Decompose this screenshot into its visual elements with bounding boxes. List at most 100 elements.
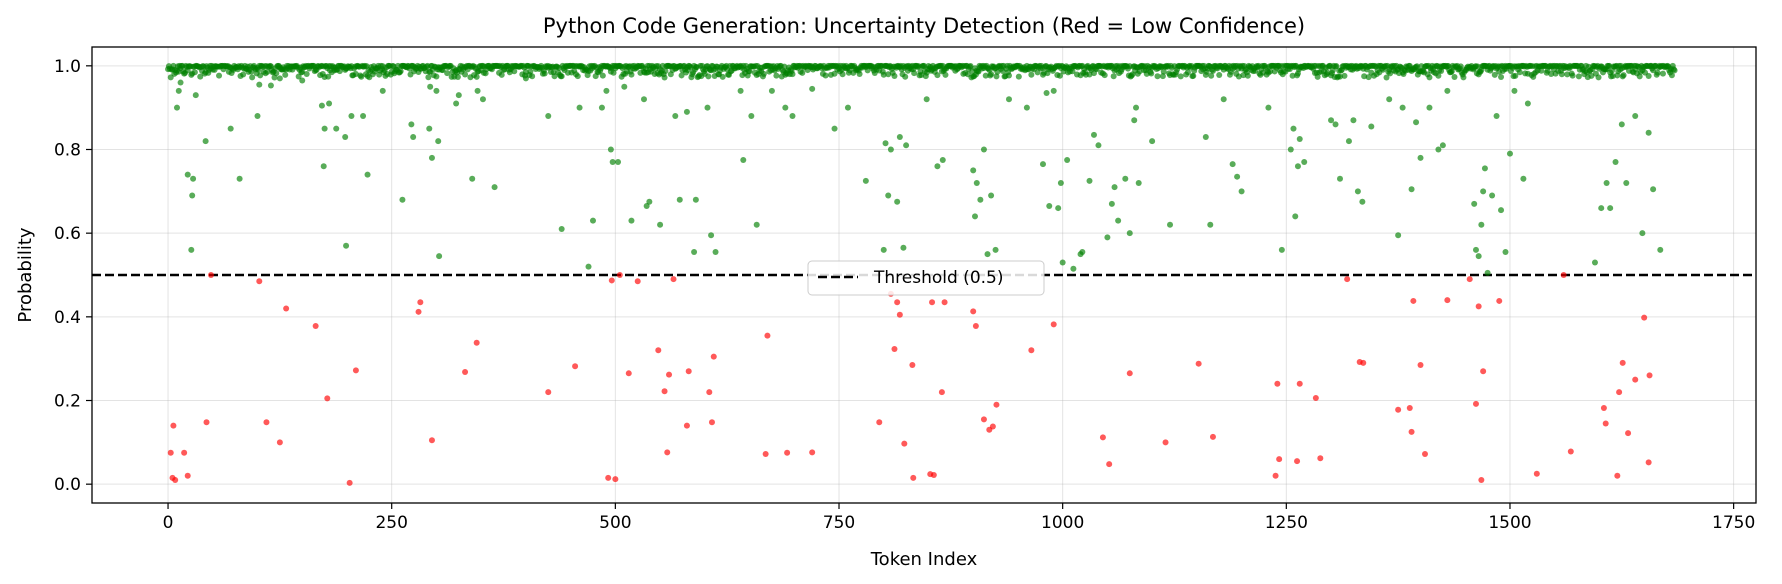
point-high-confidence [1399,104,1406,111]
point-high-confidence [911,70,918,77]
point-low-confidence [1567,448,1574,455]
point-high-confidence [988,71,995,78]
point-low-confidence [1614,472,1621,479]
point-high-confidence [1059,259,1066,266]
point-low-confidence [1410,297,1417,304]
point-high-confidence [474,87,481,94]
point-low-confidence [1602,420,1609,427]
point-high-confidence [831,70,838,77]
point-high-confidence [992,246,999,253]
point-high-confidence [1055,205,1062,212]
point-high-confidence [1575,73,1582,80]
point-low-confidence [909,361,916,368]
point-high-confidence [455,92,462,99]
point-high-confidence [753,221,760,228]
x-tick-label: 0 [163,513,174,533]
point-high-confidence [491,184,498,191]
x-tick-label: 1250 [1265,513,1308,533]
point-high-confidence [1645,129,1652,136]
point-high-confidence [1005,96,1012,103]
point-high-confidence [267,82,274,89]
point-high-confidence [1657,246,1664,253]
point-high-confidence [1296,136,1303,143]
point-low-confidence [1417,361,1424,368]
point-high-confidence [1133,104,1140,111]
point-high-confidence [1350,117,1357,124]
point-low-confidence [616,272,623,278]
point-high-confidence [1015,73,1022,80]
point-high-confidence [1603,179,1610,186]
point-low-confidence [661,388,668,395]
point-low-confidence [1632,376,1639,383]
point-high-confidence [1413,119,1420,126]
point-low-confidence [1645,459,1652,466]
point-high-confidence [856,70,863,77]
point-high-confidence [1359,198,1366,205]
point-low-confidence [666,371,673,378]
point-high-confidence [175,87,182,94]
point-high-confidence [574,73,581,80]
point-high-confidence [799,69,806,76]
point-high-confidence [1207,221,1214,228]
y-tick-label: 0.0 [54,475,81,495]
point-high-confidence [628,71,635,78]
point-low-confidence [1560,272,1567,278]
point-low-confidence [346,479,353,486]
point-high-confidence [984,251,991,258]
point-high-confidence [1395,232,1402,239]
point-high-confidence [397,68,404,75]
point-high-confidence [1126,230,1133,237]
point-high-confidence [1149,138,1156,145]
point-low-confidence [706,389,713,396]
point-high-confidence [433,73,440,80]
point-high-confidence [364,171,371,178]
x-tick-label: 1500 [1488,513,1531,533]
y-tick-label: 0.4 [54,308,81,328]
point-high-confidence [1070,265,1077,272]
point-high-confidence [1668,72,1675,79]
point-high-confidence [1333,63,1340,70]
point-low-confidence [1050,321,1057,328]
point-high-confidence [320,163,327,170]
point-low-confidence [428,437,435,444]
point-high-confidence [1050,87,1057,94]
point-high-confidence [646,198,653,205]
point-high-confidence [473,73,480,80]
point-high-confidence [1177,73,1184,80]
point-high-confidence [189,192,196,199]
point-high-confidence [1290,125,1297,132]
point-high-confidence [885,192,892,199]
point-high-confidence [589,217,596,224]
point-high-confidence [541,70,548,77]
point-high-confidence [202,138,209,145]
point-low-confidence [1312,394,1319,401]
point-low-confidence [1619,359,1626,366]
point-high-confidence [256,81,263,88]
point-high-confidence [661,74,668,81]
point-high-confidence [719,73,726,80]
point-low-confidence [572,363,579,370]
point-high-confidence [993,73,1000,80]
point-high-confidence [1064,156,1071,163]
point-low-confidence [1209,433,1216,440]
point-high-confidence [511,68,518,75]
point-low-confidence [685,368,692,375]
point-high-confidence [435,138,442,145]
point-low-confidence [670,276,677,283]
point-low-confidence [1444,297,1451,304]
point-low-confidence [1616,389,1623,396]
point-high-confidence [1289,72,1296,79]
point-low-confidence [1406,405,1413,412]
point-high-confidence [454,73,461,80]
point-low-confidence [1106,461,1113,468]
point-high-confidence [599,72,606,79]
point-low-confidence [891,346,898,353]
point-high-confidence [822,72,829,79]
y-tick-label: 1.0 [54,57,81,77]
point-high-confidence [831,125,838,132]
point-high-confidence [773,72,780,79]
y-tick-label: 0.2 [54,392,81,412]
point-high-confidence [325,73,332,80]
x-tick-label: 500 [599,513,631,533]
point-high-confidence [453,100,460,107]
